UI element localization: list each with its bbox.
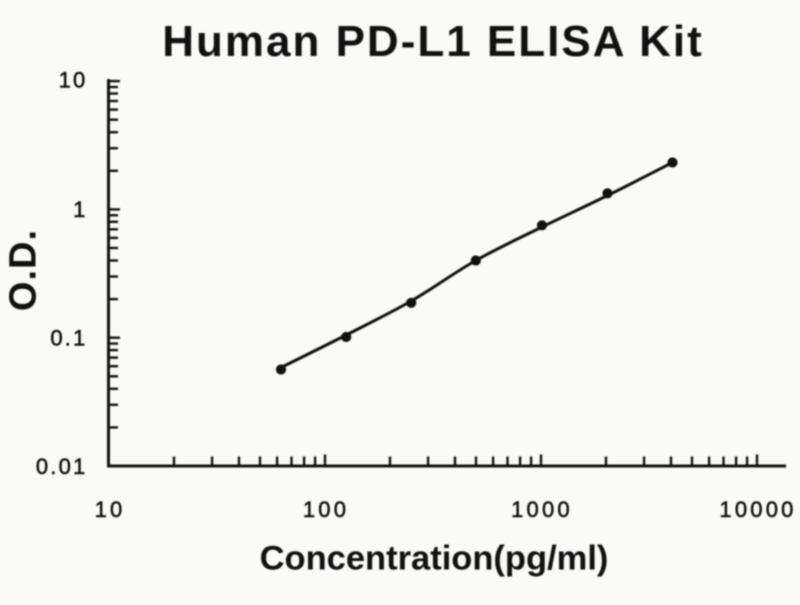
svg-text:O.D.: O.D.	[3, 229, 45, 311]
svg-text:10: 10	[95, 497, 126, 522]
svg-text:0.1: 0.1	[50, 326, 87, 351]
svg-text:100: 100	[303, 497, 349, 522]
svg-text:Concentration(pg/ml): Concentration(pg/ml)	[260, 540, 609, 578]
svg-text:Human PD-L1 ELISA Kit: Human PD-L1 ELISA Kit	[162, 17, 704, 66]
svg-text:0.01: 0.01	[36, 454, 88, 479]
svg-text:10000: 10000	[719, 497, 796, 522]
svg-text:1: 1	[73, 197, 87, 222]
svg-text:10: 10	[59, 68, 88, 93]
svg-text:1000: 1000	[511, 497, 573, 522]
